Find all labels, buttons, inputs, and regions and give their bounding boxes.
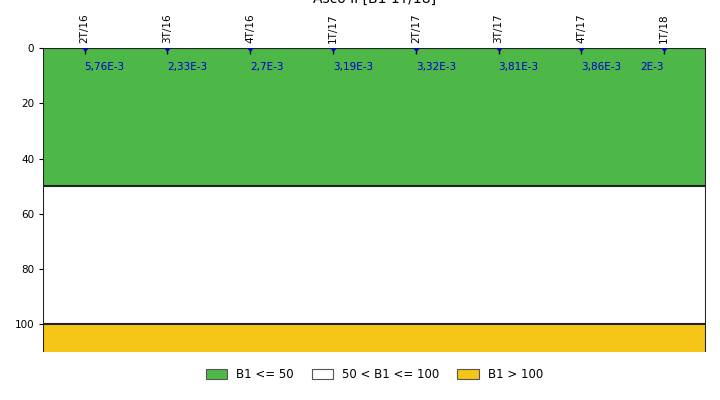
Text: 5,76E-3: 5,76E-3 [85,62,125,72]
Text: 3,19E-3: 3,19E-3 [333,62,373,72]
Text: 2,33E-3: 2,33E-3 [167,62,207,72]
Text: 3,81E-3: 3,81E-3 [498,62,539,72]
Bar [43,186,706,324]
Text: 3,32E-3: 3,32E-3 [416,62,456,72]
Bar [43,324,706,352]
Text: 3,86E-3: 3,86E-3 [582,62,621,72]
Title: Ascó II [B1 1T/18]: Ascó II [B1 1T/18] [312,0,436,6]
Bar [43,48,706,186]
Text: 2E-3: 2E-3 [641,62,665,72]
Legend: B1 <= 50, 50 < B1 <= 100, B1 > 100: B1 <= 50, 50 < B1 <= 100, B1 > 100 [201,363,548,386]
Text: 2,7E-3: 2,7E-3 [251,62,284,72]
